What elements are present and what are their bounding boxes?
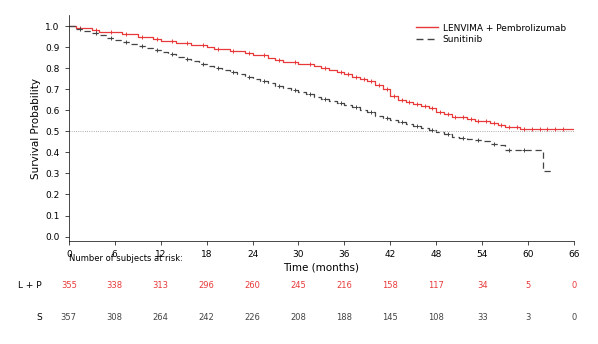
Text: 296: 296 — [199, 281, 215, 290]
Text: 260: 260 — [245, 281, 261, 290]
X-axis label: Time (months): Time (months) — [283, 263, 359, 273]
Text: L + P: L + P — [19, 281, 42, 290]
Text: 355: 355 — [61, 281, 77, 290]
Text: 33: 33 — [477, 313, 487, 322]
Text: 34: 34 — [477, 281, 487, 290]
Text: 108: 108 — [428, 313, 444, 322]
Text: Number of subjects at risk:: Number of subjects at risk: — [69, 254, 182, 263]
Text: 245: 245 — [291, 281, 306, 290]
Text: 0: 0 — [572, 281, 576, 290]
Text: 5: 5 — [526, 281, 531, 290]
Text: 3: 3 — [526, 313, 531, 322]
Text: S: S — [36, 313, 42, 322]
Text: 357: 357 — [61, 313, 77, 322]
Text: 242: 242 — [199, 313, 215, 322]
Legend: LENVIMA + Pembrolizumab, Sunitinib: LENVIMA + Pembrolizumab, Sunitinib — [412, 20, 569, 48]
Text: 188: 188 — [337, 313, 352, 322]
Y-axis label: Survival Probability: Survival Probability — [31, 78, 41, 179]
Text: 313: 313 — [152, 281, 169, 290]
Text: 216: 216 — [337, 281, 352, 290]
Text: 338: 338 — [106, 281, 123, 290]
Text: 264: 264 — [152, 313, 169, 322]
Text: 308: 308 — [106, 313, 123, 322]
Text: 145: 145 — [383, 313, 398, 322]
Text: 226: 226 — [245, 313, 261, 322]
Text: 208: 208 — [291, 313, 306, 322]
Text: 0: 0 — [572, 313, 576, 322]
Text: 117: 117 — [428, 281, 444, 290]
Text: 158: 158 — [382, 281, 398, 290]
